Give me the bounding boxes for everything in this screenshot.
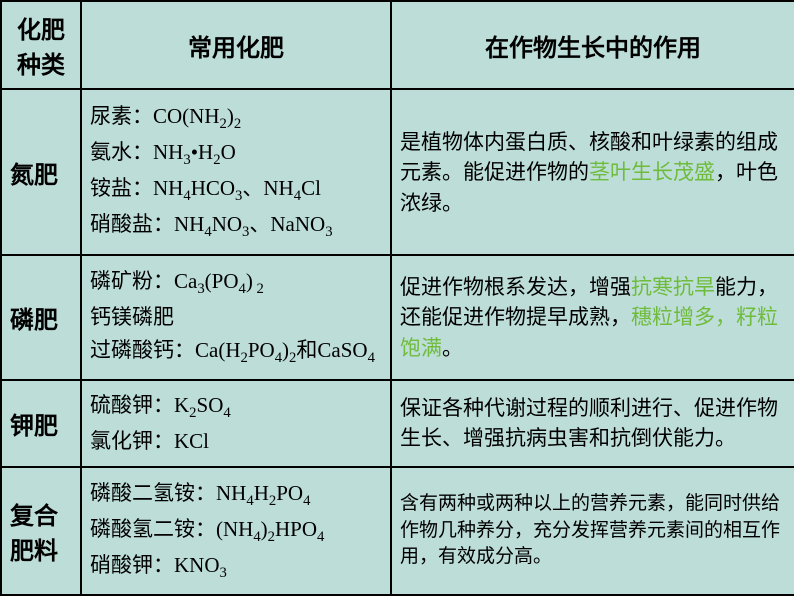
effect-phosphorus: 促进作物根系发达，增强抗寒抗旱能力，还能促进作物提早成熟，穗粒增多，籽粒饱满。 bbox=[391, 255, 794, 380]
header-effect: 在作物生长中的作用 bbox=[391, 1, 794, 89]
examples-nitrogen: 尿素：CO(NH2)2氨水：NH3•H2O铵盐：NH4HCO3、NH4Cl硝酸盐… bbox=[81, 89, 391, 255]
header-examples: 常用化肥 bbox=[81, 1, 391, 89]
fertilizer-table: 化肥种类 常用化肥 在作物生长中的作用 氮肥 尿素：CO(NH2)2氨水：NH3… bbox=[0, 0, 794, 596]
type-phosphorus: 磷肥 bbox=[1, 255, 81, 380]
row-phosphorus: 磷肥 磷矿粉：Ca3(PO4) 2钙镁磷肥过磷酸钙：Ca(H2PO4)2和CaS… bbox=[1, 255, 794, 380]
effect-compound: 含有两种或两种以上的营养元素，能同时供给作物几种养分，充分发挥营养元素间的相互作… bbox=[391, 467, 794, 595]
row-potassium: 钾肥 硫酸钾：K2SO4氯化钾：KCl 保证各种代谢过程的顺利进行、促进作物生长… bbox=[1, 380, 794, 467]
effect-potassium: 保证各种代谢过程的顺利进行、促进作物生长、增强抗病虫害和抗倒伏能力。 bbox=[391, 380, 794, 467]
header-row: 化肥种类 常用化肥 在作物生长中的作用 bbox=[1, 1, 794, 89]
examples-compound: 磷酸二氢铵：NH4H2PO4磷酸氢二铵：(NH4)2HPO4硝酸钾：KNO3 bbox=[81, 467, 391, 595]
row-nitrogen: 氮肥 尿素：CO(NH2)2氨水：NH3•H2O铵盐：NH4HCO3、NH4Cl… bbox=[1, 89, 794, 255]
header-type: 化肥种类 bbox=[1, 1, 81, 89]
examples-potassium: 硫酸钾：K2SO4氯化钾：KCl bbox=[81, 380, 391, 467]
type-potassium: 钾肥 bbox=[1, 380, 81, 467]
row-compound: 复合肥料 磷酸二氢铵：NH4H2PO4磷酸氢二铵：(NH4)2HPO4硝酸钾：K… bbox=[1, 467, 794, 595]
effect-nitrogen: 是植物体内蛋白质、核酸和叶绿素的组成元素。能促进作物的茎叶生长茂盛，叶色浓绿。 bbox=[391, 89, 794, 255]
examples-phosphorus: 磷矿粉：Ca3(PO4) 2钙镁磷肥过磷酸钙：Ca(H2PO4)2和CaSO4 bbox=[81, 255, 391, 380]
type-compound: 复合肥料 bbox=[1, 467, 81, 595]
type-nitrogen: 氮肥 bbox=[1, 89, 81, 255]
